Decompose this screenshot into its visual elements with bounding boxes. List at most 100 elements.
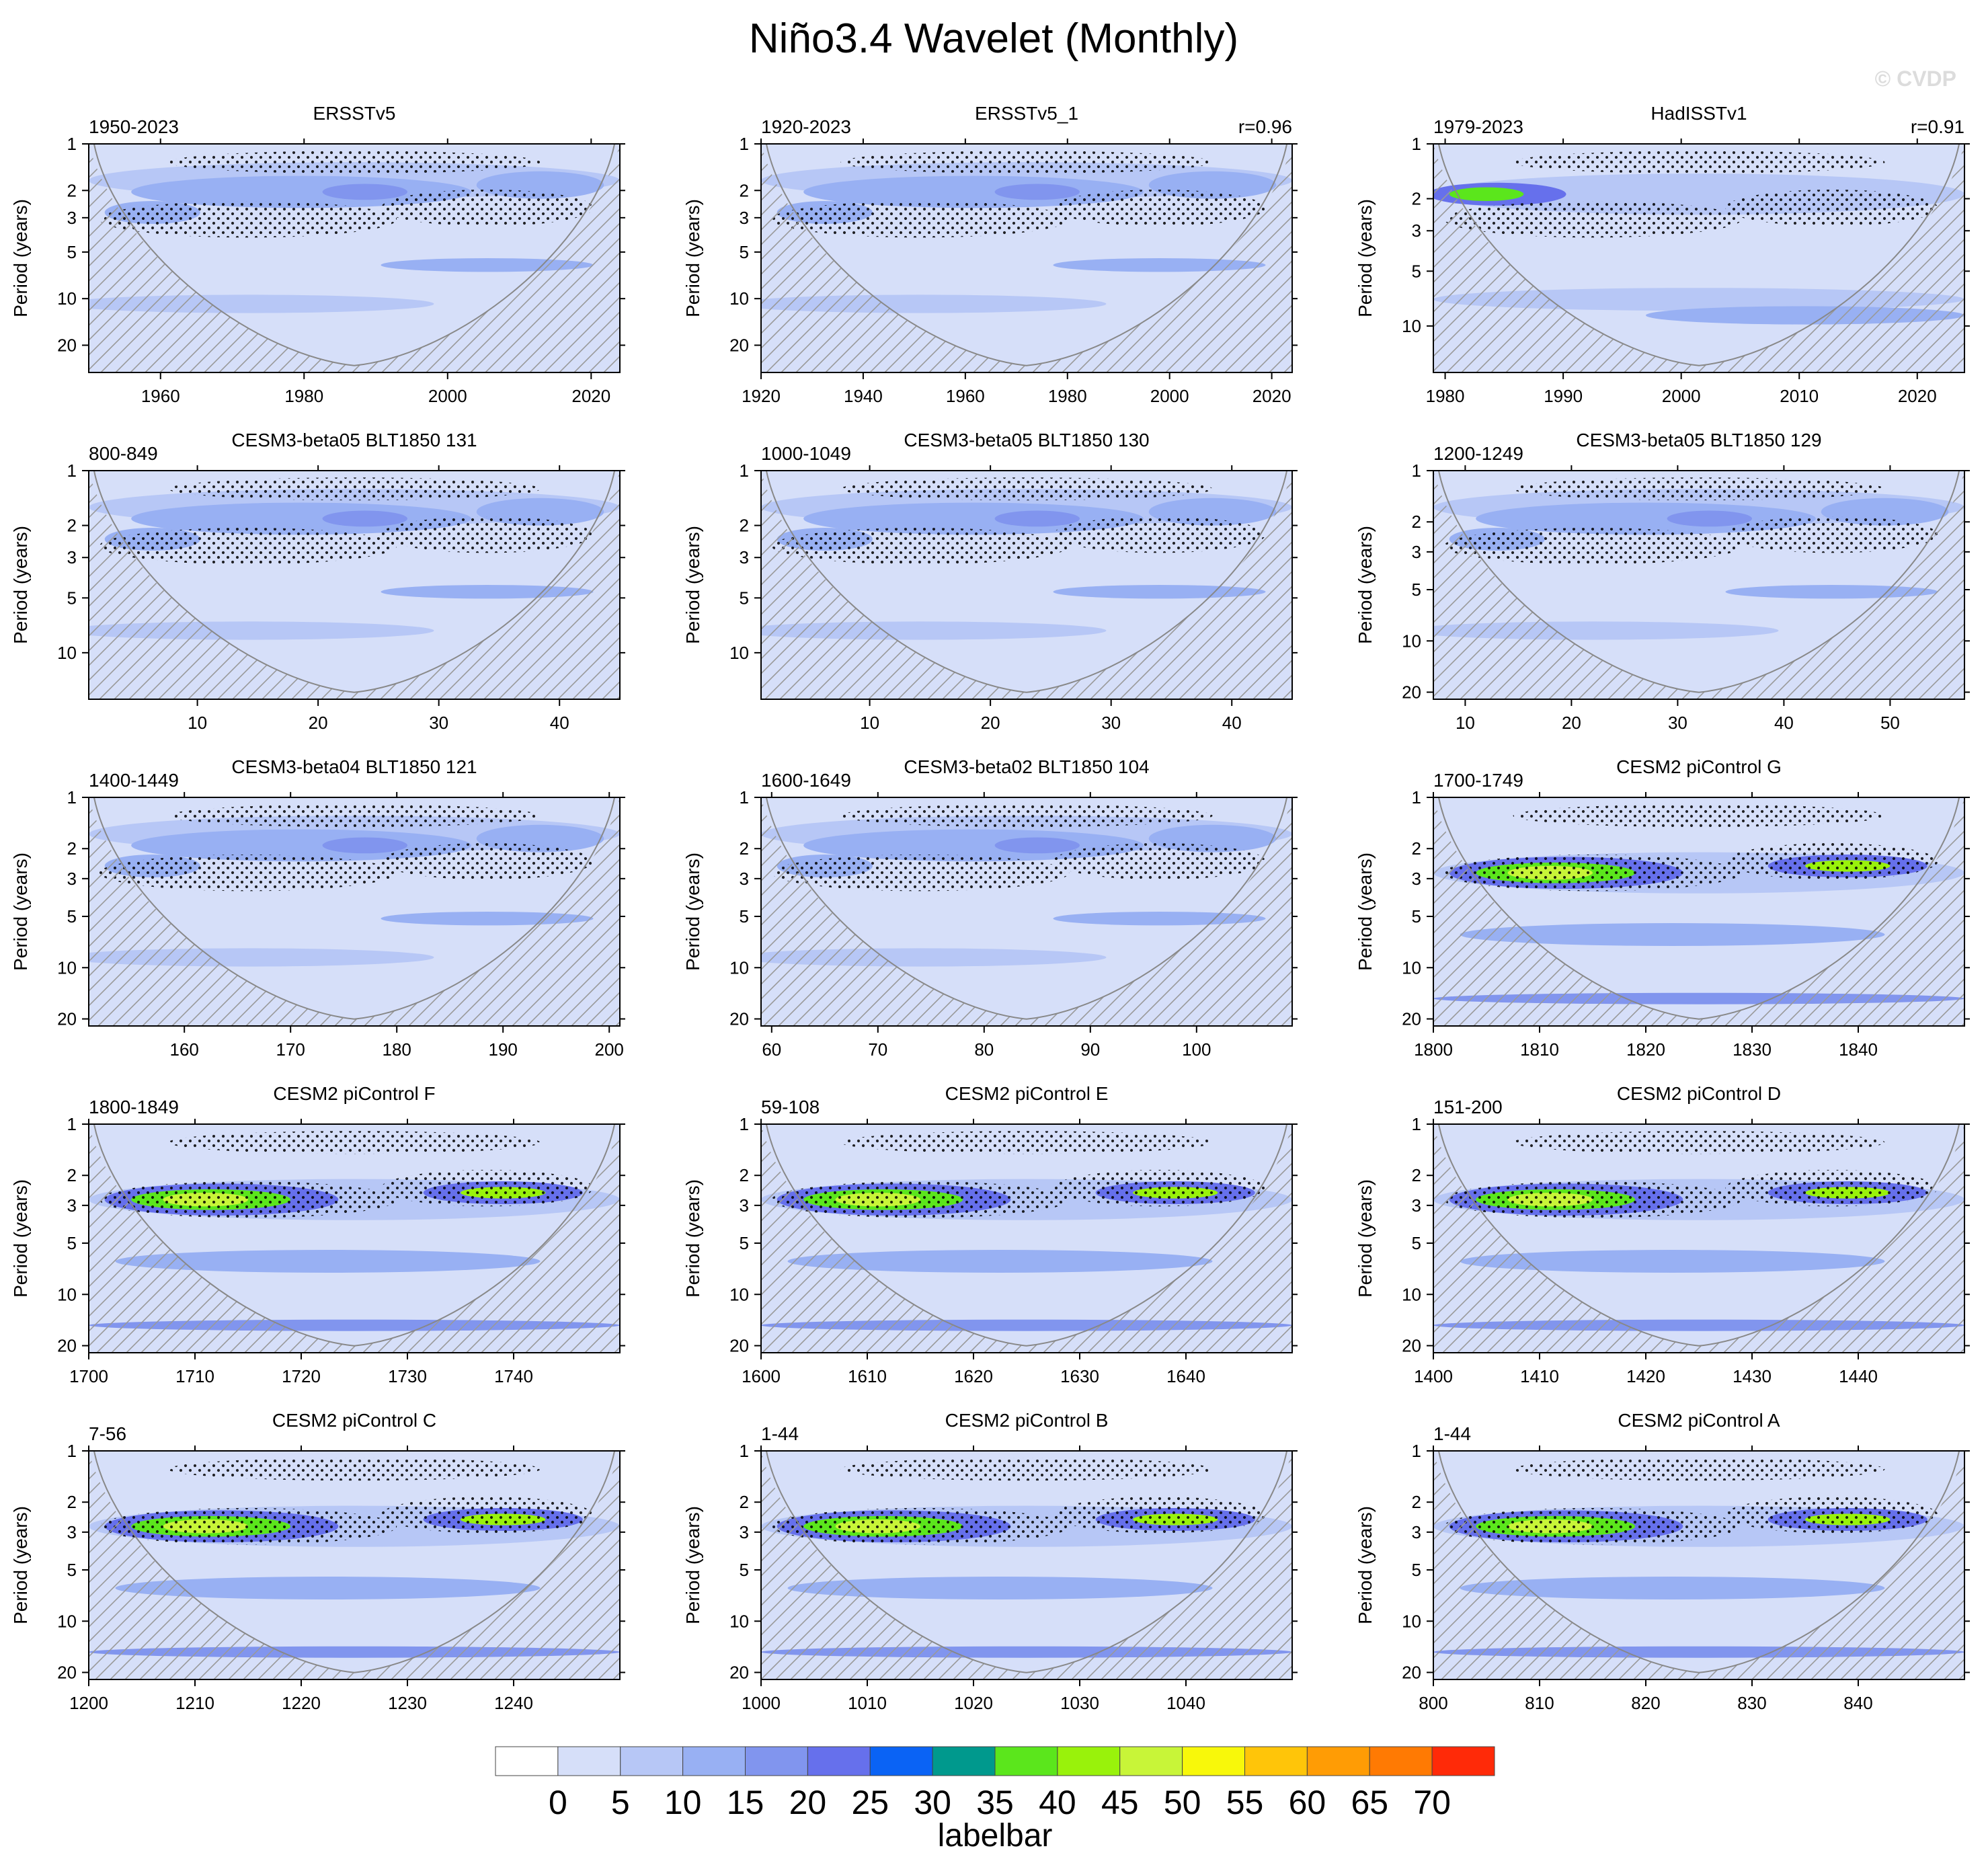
x-tick-label: 190 <box>489 1039 518 1060</box>
power-contour <box>322 837 407 854</box>
cone-of-influence-hatch <box>761 1451 1292 1679</box>
x-tick-label: 1730 <box>388 1366 427 1386</box>
power-contour <box>131 175 471 208</box>
panel-title: CESM2 piControl E <box>945 1083 1109 1104</box>
power-contour <box>115 1250 541 1273</box>
colorbar-swatch <box>1369 1746 1433 1776</box>
x-tick-label: 20 <box>981 713 1000 733</box>
y-tick-label: 2 <box>740 1492 749 1512</box>
cone-of-influence-hatch <box>1433 1451 1964 1679</box>
significance-stipple <box>99 855 397 892</box>
x-tick-label: 1240 <box>494 1693 533 1713</box>
y-tick-label: 20 <box>57 335 77 355</box>
x-tick-label: 40 <box>550 713 569 733</box>
y-tick-label: 1 <box>67 787 77 807</box>
y-tick-label: 2 <box>740 838 749 859</box>
x-tick-label: 1960 <box>141 386 180 406</box>
y-tick-label: 20 <box>1402 1663 1421 1683</box>
y-tick-label: 3 <box>1412 1195 1421 1216</box>
y-tick-label: 5 <box>740 1233 749 1253</box>
y-tick-label: 20 <box>1402 1336 1421 1356</box>
panel-year-range: 1-44 <box>761 1423 799 1444</box>
x-tick-label: 1000 <box>742 1693 781 1713</box>
panel-year-range: 1400-1449 <box>89 770 179 791</box>
x-tick-label: 100 <box>1182 1039 1211 1060</box>
wavelet-power-field <box>761 797 1292 1026</box>
cone-of-influence-hatch <box>89 144 620 372</box>
y-tick-label: 3 <box>740 547 749 567</box>
y-tick-label: 2 <box>1412 1165 1421 1185</box>
y-tick-label: 1 <box>67 1441 77 1461</box>
panel-correlation: r=0.91 <box>1911 116 1964 137</box>
y-axis-label: Period (years) <box>682 199 703 317</box>
y-tick-label: 3 <box>67 1195 77 1216</box>
plot-frame <box>760 143 1293 373</box>
x-tick-label: 1980 <box>1048 386 1087 406</box>
x-tick-label: 2000 <box>428 386 467 406</box>
significance-stipple <box>168 1131 541 1154</box>
colorbar-swatch <box>1119 1746 1183 1776</box>
y-tick-label: 3 <box>67 208 77 228</box>
panel-title: CESM2 piControl A <box>1618 1410 1780 1431</box>
y-tick-label: 20 <box>57 1336 77 1356</box>
y-tick-label: 3 <box>67 547 77 567</box>
cone-of-influence-hatch <box>1433 1124 1964 1353</box>
panel-year-range: 1700-1749 <box>1433 770 1523 791</box>
y-tick-label: 5 <box>67 588 77 608</box>
x-tick-label: 80 <box>974 1039 994 1060</box>
y-tick-label: 3 <box>67 1522 77 1542</box>
y-tick-label: 3 <box>740 869 749 889</box>
y-axis-label: Period (years) <box>1355 526 1376 644</box>
panel-title: CESM2 piControl G <box>1616 756 1782 777</box>
colorbar-swatch <box>1306 1746 1370 1776</box>
y-tick-label: 10 <box>1402 1284 1421 1304</box>
y-tick-label: 2 <box>1412 512 1421 532</box>
x-tick-label: 1210 <box>175 1693 214 1713</box>
plot-frame <box>1433 1123 1965 1353</box>
x-tick-label: 1220 <box>282 1693 321 1713</box>
significance-stipple <box>381 190 594 227</box>
panel-year-range: 800-849 <box>89 443 158 464</box>
wavelet-panel: CESM2 piControl F 1800-1849 1 2 3 5 10 20 Period… <box>10 1083 625 1386</box>
wavelet-panel: CESM3-beta05 BLT1850 130 1000-1049 1 2 3 5 10 P… <box>682 430 1298 733</box>
x-tick-label: 2020 <box>571 386 610 406</box>
x-tick-label: 1440 <box>1839 1366 1878 1386</box>
significance-stipple <box>1725 1170 1938 1207</box>
x-tick-label: 1200 <box>69 1693 108 1713</box>
significance-stipple <box>381 1170 594 1207</box>
significance-stipple <box>840 477 1213 501</box>
significance-stipple <box>168 477 541 501</box>
colorbar-label: 65 <box>1351 1784 1388 1821</box>
power-contour <box>322 184 407 200</box>
y-tick-label: 5 <box>740 242 749 262</box>
significance-stipple <box>99 528 397 565</box>
y-tick-label: 20 <box>729 335 749 355</box>
x-tick-label: 1010 <box>848 1693 887 1713</box>
x-tick-label: 820 <box>1631 1693 1660 1713</box>
panel-year-range: 7-56 <box>89 1423 126 1444</box>
significance-stipple <box>381 843 594 880</box>
y-tick-label: 3 <box>1412 1522 1421 1542</box>
y-tick-label: 5 <box>1412 1233 1421 1253</box>
x-tick-label: 180 <box>383 1039 411 1060</box>
panel-year-range: 151-200 <box>1433 1097 1503 1117</box>
power-contour <box>1667 510 1752 527</box>
wavelet-panel: ERSSTv5_1 1920-2023 r=0.96 1 2 3 5 10 20 Period (… <box>682 103 1298 406</box>
y-tick-label: 1 <box>740 787 749 807</box>
x-tick-label: 1630 <box>1060 1366 1099 1386</box>
y-tick-label: 5 <box>67 1560 77 1580</box>
cone-of-influence-line <box>93 1124 616 1347</box>
significance-stipple <box>1443 1508 1742 1545</box>
wavelet-panel: CESM3-beta05 BLT1850 129 1200-1249 1 2 3 5 10 2… <box>1355 430 1970 733</box>
significance-stipple <box>840 1131 1213 1154</box>
x-tick-label: 840 <box>1843 1693 1872 1713</box>
wavelet-power-field <box>89 1451 620 1679</box>
y-axis-label: Period (years) <box>10 199 31 317</box>
significance-stipple <box>1053 843 1266 880</box>
x-tick-label: 10 <box>188 713 207 733</box>
y-tick-label: 3 <box>740 1195 749 1216</box>
y-axis-label: Period (years) <box>1355 199 1376 317</box>
power-contour <box>994 510 1080 527</box>
x-tick-label: 40 <box>1774 713 1794 733</box>
cone-of-influence-line <box>1437 797 1960 1020</box>
